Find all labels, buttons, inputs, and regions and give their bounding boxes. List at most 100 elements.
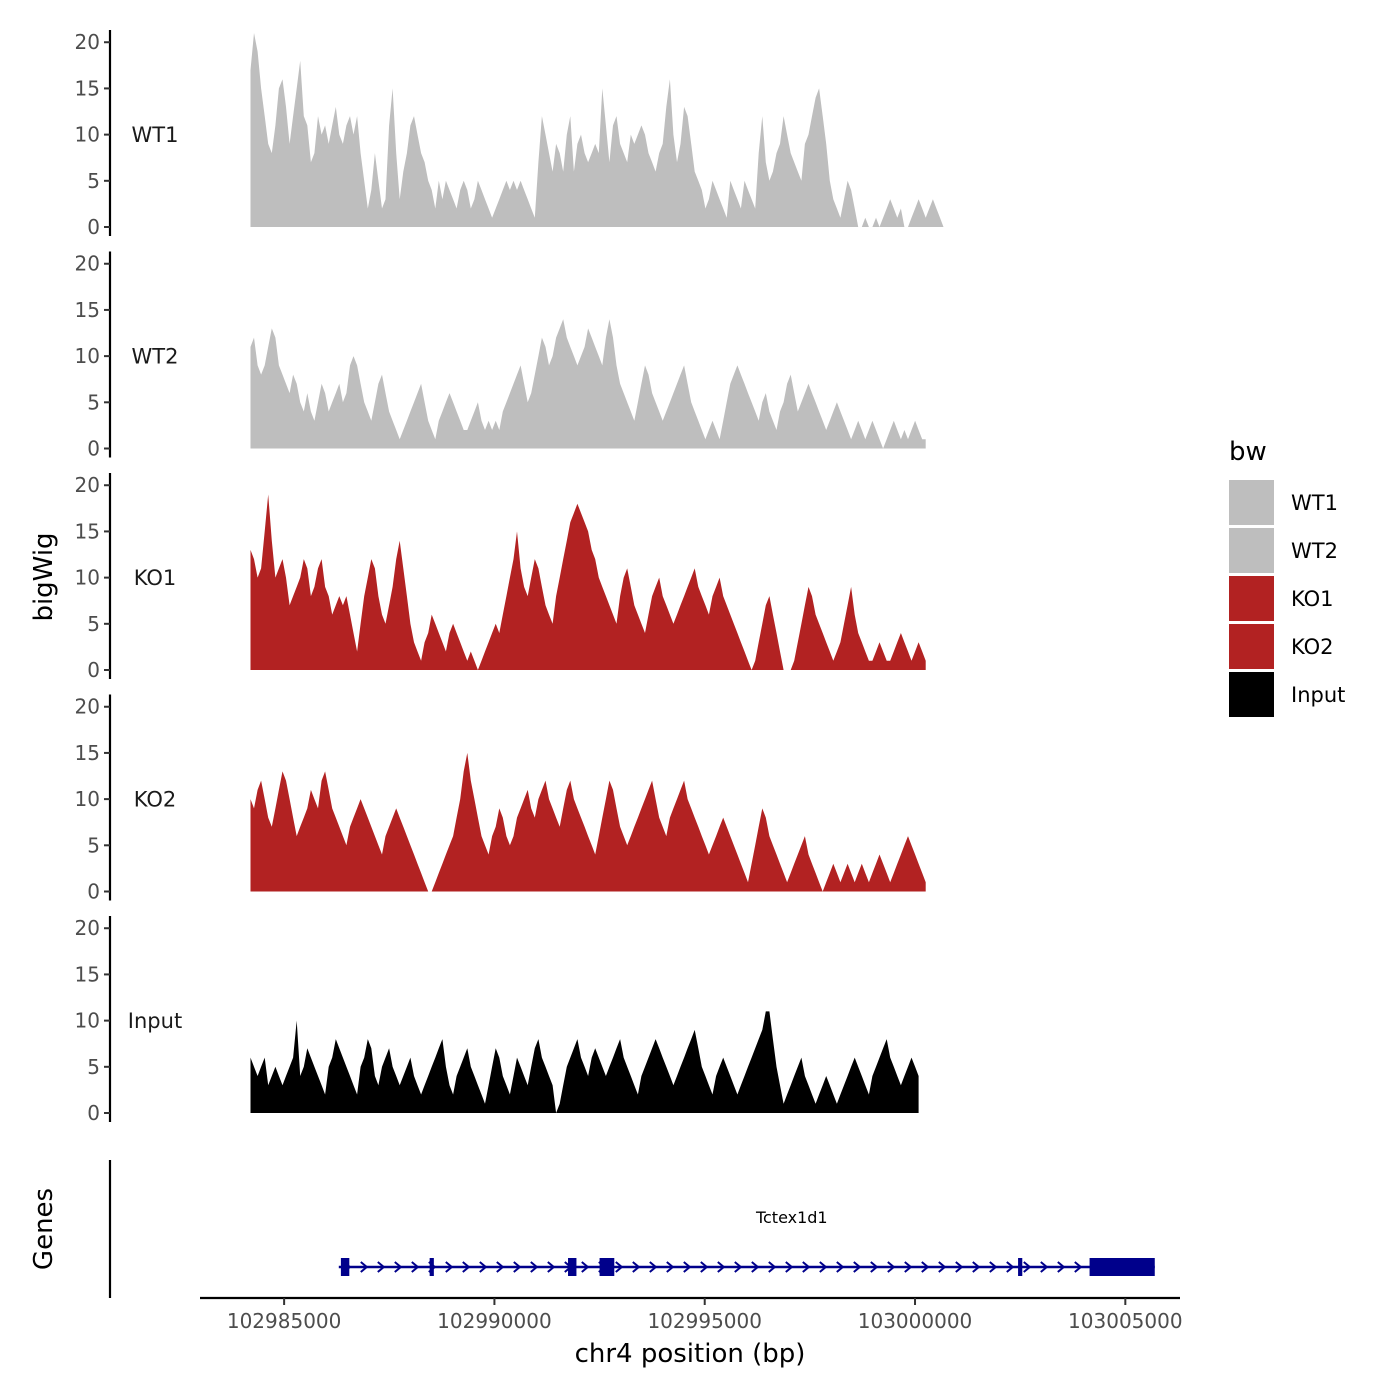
- gene-label: Tctex1d1: [755, 1208, 828, 1227]
- y-tick-label: 20: [75, 916, 100, 940]
- legend-swatch-input: [1229, 672, 1274, 717]
- y-tick-label: 10: [75, 787, 100, 811]
- gene-exon: [599, 1258, 615, 1276]
- strand-chevron: [1057, 1261, 1066, 1273]
- strand-chevron: [938, 1261, 947, 1273]
- track-wt2: 0 5 10 15 20 WT2: [75, 251, 926, 461]
- area-ko1: [250, 494, 926, 670]
- gene-exon: [568, 1258, 577, 1276]
- x-tick-label: 102990000: [437, 1309, 552, 1333]
- gene-exon: [340, 1258, 350, 1276]
- genes-axis-title: Genes: [29, 1188, 59, 1270]
- x-axis-title: chr4 position (bp): [575, 1339, 806, 1369]
- strand-chevron: [649, 1261, 658, 1273]
- legend-swatch-wt2: [1229, 528, 1274, 573]
- signal-tracks: 0 5 10 15 20 WT1 0 5 10 15 20 WT2 0 5 10 15 20 KO1 0 5 10 15 2…: [75, 30, 944, 1125]
- strand-chevron: [462, 1261, 471, 1273]
- area-input: [250, 1011, 919, 1113]
- y-tick-label: 5: [87, 612, 100, 636]
- strand-chevron: [972, 1261, 981, 1273]
- legend-label-wt2: WT2: [1291, 539, 1338, 563]
- area-wt1: [250, 33, 944, 227]
- strand-chevron: [700, 1261, 709, 1273]
- y-tick-label: 20: [75, 473, 100, 497]
- legend-title: bw: [1229, 437, 1267, 467]
- strand-chevron: [377, 1261, 386, 1273]
- strand-chevron: [734, 1261, 743, 1273]
- track-label-wt2: WT2: [132, 345, 179, 369]
- gene-panel: Tctex1d1: [108, 1160, 1155, 1298]
- legend-label-ko2: KO2: [1291, 635, 1334, 659]
- y-tick-label: 15: [75, 962, 100, 986]
- strand-chevron: [581, 1261, 590, 1273]
- area-wt2: [250, 319, 926, 449]
- strand-chevron: [836, 1261, 845, 1273]
- strand-chevron: [530, 1261, 539, 1273]
- strand-chevron: [751, 1261, 760, 1273]
- x-tick-label: 103000000: [858, 1309, 973, 1333]
- y-tick-label: 5: [87, 390, 100, 414]
- strand-chevron: [513, 1261, 522, 1273]
- strand-chevron: [768, 1261, 777, 1273]
- y-tick-label: 15: [75, 298, 100, 322]
- strand-chevron: [819, 1261, 828, 1273]
- y-tick-label: 20: [75, 30, 100, 54]
- strand-chevron: [802, 1261, 811, 1273]
- strand-chevron: [1023, 1261, 1032, 1273]
- y-tick-label: 15: [75, 76, 100, 100]
- area-ko2: [250, 752, 926, 892]
- gene-exon: [429, 1258, 434, 1276]
- y-tick-label: 5: [87, 169, 100, 193]
- strand-chevron: [717, 1261, 726, 1273]
- y-tick-label: 20: [75, 252, 100, 276]
- y-tick-label: 5: [87, 1055, 100, 1079]
- y-tick-label: 5: [87, 833, 100, 857]
- y-tick-label: 10: [75, 1009, 100, 1033]
- track-label-input: Input: [128, 1009, 182, 1033]
- y-tick-label: 10: [75, 566, 100, 590]
- strand-chevron: [785, 1261, 794, 1273]
- y-tick-label: 0: [87, 437, 100, 461]
- strand-chevron: [1006, 1261, 1015, 1273]
- y-tick-label: 0: [87, 658, 100, 682]
- strand-chevron: [411, 1261, 420, 1273]
- track-ko2: 0 5 10 15 20 KO2: [75, 694, 926, 904]
- strand-chevron: [955, 1261, 964, 1273]
- strand-chevron: [870, 1261, 879, 1273]
- strand-chevron: [666, 1261, 675, 1273]
- y-tick-label: 10: [75, 344, 100, 368]
- legend-label-ko1: KO1: [1291, 587, 1334, 611]
- strand-chevron: [683, 1261, 692, 1273]
- track-label-wt1: WT1: [132, 123, 179, 147]
- legend: bw WT1 WT2 KO1 KO2 Input: [1229, 437, 1345, 717]
- strand-chevron: [904, 1261, 913, 1273]
- legend-swatch-wt1: [1229, 480, 1274, 525]
- strand-chevron: [547, 1261, 556, 1273]
- strand-chevron: [989, 1261, 998, 1273]
- legend-swatch-ko2: [1229, 624, 1274, 669]
- track-label-ko1: KO1: [134, 566, 177, 590]
- x-tick-label: 102985000: [227, 1309, 342, 1333]
- strand-chevron: [394, 1261, 403, 1273]
- legend-swatch-ko1: [1229, 576, 1274, 621]
- strand-chevron: [1074, 1261, 1083, 1273]
- y-tick-label: 15: [75, 741, 100, 765]
- y-tick-label: 0: [87, 1101, 100, 1125]
- y-tick-label: 0: [87, 880, 100, 904]
- y-tick-label: 10: [75, 123, 100, 147]
- strand-chevron: [887, 1261, 896, 1273]
- strand-chevron: [445, 1261, 454, 1273]
- x-axis: 102985000 102990000 102995000 103000000 1030…: [200, 1296, 1183, 1333]
- strand-chevron: [479, 1261, 488, 1273]
- track-input: 0 5 10 15 20 Input: [75, 916, 919, 1125]
- strand-chevron: [1040, 1261, 1049, 1273]
- legend-label-wt1: WT1: [1291, 491, 1338, 515]
- strand-chevron: [632, 1261, 641, 1273]
- strand-chevron: [496, 1261, 505, 1273]
- y-tick-label: 20: [75, 695, 100, 719]
- strand-chevron: [853, 1261, 862, 1273]
- gene-exon: [1089, 1258, 1155, 1276]
- track-label-ko2: KO2: [134, 788, 177, 812]
- track-wt1: 0 5 10 15 20 WT1: [75, 30, 944, 239]
